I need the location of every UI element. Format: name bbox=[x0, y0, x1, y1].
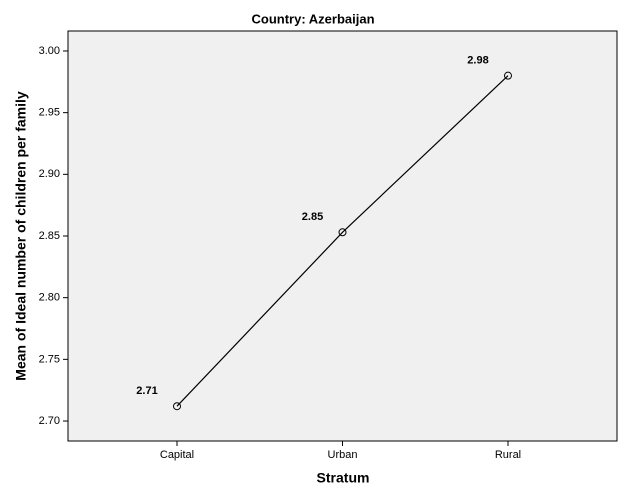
y-tick-label: 2.95 bbox=[39, 107, 60, 119]
x-tick-label: Capital bbox=[160, 449, 194, 461]
y-tick-label: 2.80 bbox=[39, 292, 60, 304]
marker bbox=[338, 228, 347, 237]
marker bbox=[504, 71, 512, 80]
chart-title: Country: Azerbaijan bbox=[251, 11, 374, 26]
line bbox=[176, 75, 509, 407]
value-label: 2.71 bbox=[136, 385, 157, 397]
y-tick-label: 2.90 bbox=[39, 168, 60, 180]
value-label: 2.85 bbox=[302, 211, 323, 223]
y-tick-label: 2.70 bbox=[39, 415, 60, 427]
y-tick-label: 3.00 bbox=[39, 45, 60, 57]
y-tick-label: 2.85 bbox=[39, 230, 60, 242]
y-tick-label: 2.75 bbox=[39, 353, 60, 365]
x-tick-label: Urban bbox=[328, 449, 358, 461]
y-axis-title: Mean of Ideal number of children per fam… bbox=[13, 91, 29, 381]
value-label: 2.98 bbox=[467, 55, 488, 67]
x-tick-label: Rural bbox=[495, 449, 521, 461]
marker bbox=[173, 402, 181, 411]
x-axis-title: Stratum bbox=[317, 470, 370, 486]
